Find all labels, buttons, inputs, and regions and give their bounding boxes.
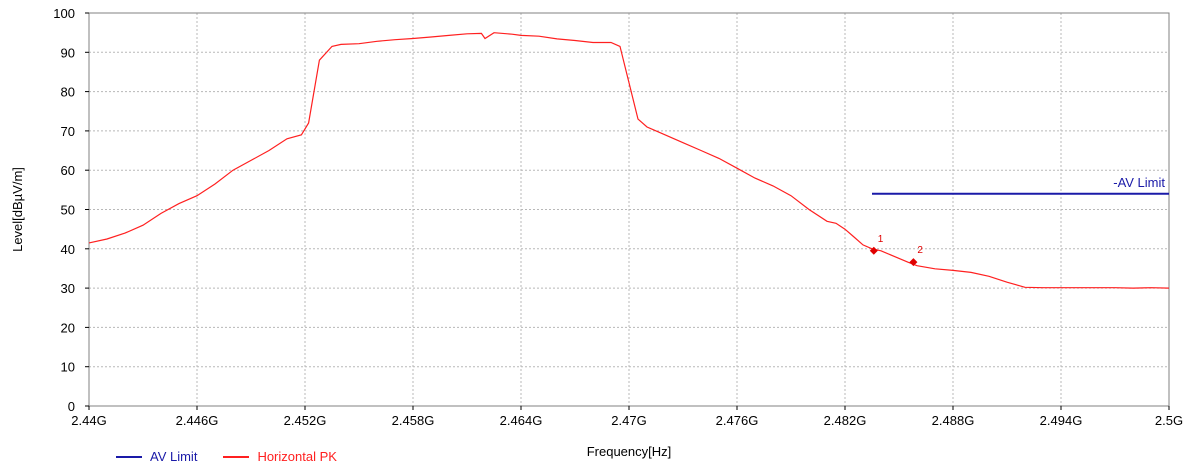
grid [89,13,1169,406]
legend-item-av-limit: AV Limit [116,449,197,464]
legend: AV Limit Horizontal PK [116,449,337,464]
x-tick-label: 2.458G [392,413,435,428]
x-axis: 2.44G 2.446G 2.452G 2.458G 2.464G 2.47G 2.476G… [71,406,1183,428]
legend-label-av-limit: AV Limit [150,449,198,464]
x-tick-label: 2.452G [284,413,327,428]
legend-item-horizontal-pk: Horizontal PK [223,449,337,464]
y-tick-label: 10 [61,360,75,375]
x-tick-label: 2.482G [824,413,867,428]
marker-point [909,258,918,267]
y-axis-title: Level[dBµV/m] [10,167,25,252]
series-line-horizontal-pk [88,32,1170,289]
x-tick-label: 2.5G [1155,413,1183,428]
y-tick-label: 0 [68,399,75,414]
y-tick-label: 90 [61,45,75,60]
x-tick-label: 2.446G [176,413,219,428]
y-tick-label: 100 [53,6,75,21]
x-tick-label: 2.476G [716,413,759,428]
legend-swatch-horizontal-pk [223,455,250,458]
x-tick-label: 2.464G [500,413,543,428]
marker-point [869,246,878,255]
limit-label: -AV Limit [1113,175,1165,190]
x-tick-label: 2.494G [1040,413,1083,428]
y-tick-label: 30 [61,281,75,296]
x-tick-label: 2.44G [71,413,106,428]
x-tick-label: 2.488G [932,413,975,428]
y-tick-label: 70 [61,124,75,139]
series-layer [88,32,1170,289]
marker-label: 2 [917,245,923,256]
x-tick-label: 2.47G [611,413,646,428]
x-axis-title: Frequency[Hz] [587,444,672,459]
legend-label-horizontal-pk: Horizontal PK [257,449,337,464]
y-axis: 0 10 20 30 40 50 60 70 80 90 100 [53,6,89,414]
y-tick-label: 40 [61,242,75,257]
y-tick-label: 50 [61,203,75,218]
marker-label: 1 [878,234,884,245]
y-tick-label: 80 [61,85,75,100]
legend-swatch-av-limit [116,455,142,458]
y-tick-label: 60 [61,163,75,178]
markers: 12 [869,234,923,267]
y-tick-label: 20 [61,320,75,335]
